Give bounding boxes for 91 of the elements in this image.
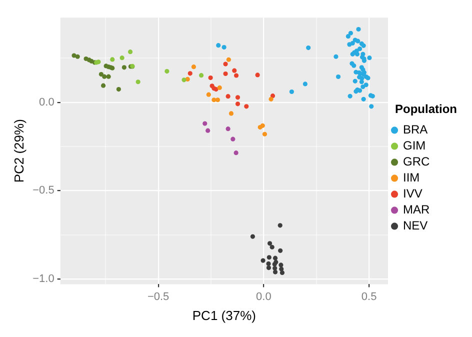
point bbox=[272, 270, 278, 274]
legend-label: BRA bbox=[403, 122, 428, 137]
point bbox=[266, 265, 272, 270]
point bbox=[234, 150, 238, 156]
point bbox=[356, 38, 360, 44]
point bbox=[226, 57, 231, 62]
point bbox=[244, 104, 249, 109]
point bbox=[289, 89, 294, 94]
point bbox=[230, 136, 236, 142]
point bbox=[361, 96, 366, 102]
point bbox=[226, 126, 230, 132]
point bbox=[255, 72, 260, 78]
point bbox=[268, 96, 274, 102]
point bbox=[198, 73, 204, 78]
point bbox=[348, 30, 354, 36]
point bbox=[223, 62, 228, 66]
point bbox=[122, 65, 126, 70]
x-tick-label: 0.0 bbox=[256, 290, 272, 303]
point bbox=[216, 43, 221, 48]
point bbox=[266, 255, 272, 260]
x-tick-label: 0.5 bbox=[361, 290, 377, 303]
point bbox=[348, 94, 352, 98]
point bbox=[222, 44, 226, 50]
point bbox=[191, 64, 196, 70]
point bbox=[272, 266, 278, 271]
point bbox=[306, 45, 311, 50]
point bbox=[234, 73, 239, 78]
point bbox=[280, 270, 285, 276]
point bbox=[215, 98, 220, 102]
legend-title: Population bbox=[395, 102, 458, 116]
point bbox=[278, 223, 282, 228]
point bbox=[128, 50, 133, 54]
point bbox=[72, 53, 76, 58]
y-tick-label: 0.0 bbox=[39, 96, 54, 108]
point bbox=[182, 78, 186, 82]
legend-label: IIM bbox=[403, 170, 420, 185]
point bbox=[110, 57, 115, 62]
point bbox=[260, 258, 266, 263]
point bbox=[164, 68, 170, 74]
point bbox=[352, 78, 358, 84]
x-axis-title: PC1 (37%) bbox=[192, 308, 256, 323]
point bbox=[223, 71, 228, 76]
point bbox=[356, 26, 361, 32]
point bbox=[346, 34, 350, 39]
point bbox=[278, 248, 283, 253]
point bbox=[334, 54, 338, 59]
point bbox=[360, 84, 366, 90]
point bbox=[367, 56, 372, 60]
point bbox=[360, 76, 364, 81]
point bbox=[274, 260, 278, 264]
point bbox=[354, 52, 360, 56]
point bbox=[336, 74, 341, 80]
point bbox=[350, 40, 355, 46]
point bbox=[369, 104, 374, 109]
point bbox=[232, 68, 237, 73]
legend-label: NEV bbox=[403, 218, 428, 233]
point bbox=[302, 82, 308, 86]
point bbox=[102, 74, 107, 79]
legend-label: IVV bbox=[403, 186, 422, 201]
point bbox=[208, 76, 213, 80]
point bbox=[116, 86, 121, 92]
point bbox=[226, 94, 230, 99]
y-axis-title: PC2 (29%) bbox=[11, 119, 26, 183]
point bbox=[235, 102, 240, 106]
legend-label: GIM bbox=[403, 138, 426, 153]
y-tick-label: −1.0 bbox=[32, 272, 54, 285]
point bbox=[101, 83, 106, 88]
point bbox=[188, 71, 192, 76]
point bbox=[262, 132, 268, 136]
point bbox=[270, 94, 276, 98]
point bbox=[228, 111, 234, 116]
point bbox=[206, 92, 211, 97]
point bbox=[278, 262, 284, 268]
point bbox=[120, 56, 124, 60]
point bbox=[270, 244, 274, 250]
point bbox=[98, 72, 104, 77]
legend-label: GRC bbox=[403, 154, 430, 169]
x-tick-label: −0.5 bbox=[147, 290, 170, 303]
point bbox=[217, 85, 222, 90]
point bbox=[250, 234, 256, 239]
point bbox=[260, 123, 265, 128]
point bbox=[136, 80, 140, 84]
y-tick-label: −0.5 bbox=[32, 184, 54, 197]
point bbox=[206, 128, 210, 133]
legend-label: MAR bbox=[403, 202, 430, 217]
point bbox=[235, 95, 240, 100]
point bbox=[202, 121, 208, 126]
point bbox=[106, 74, 111, 79]
point bbox=[272, 256, 278, 260]
point bbox=[75, 54, 80, 59]
point bbox=[267, 241, 272, 246]
